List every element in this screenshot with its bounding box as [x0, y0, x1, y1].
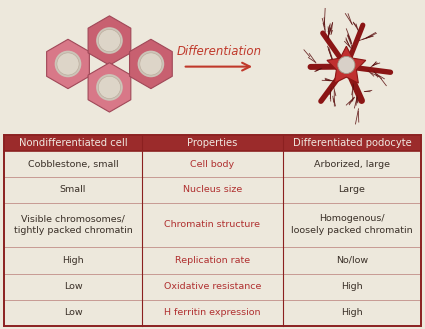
- Text: Cobblestone, small: Cobblestone, small: [28, 160, 118, 168]
- Ellipse shape: [96, 27, 123, 54]
- Ellipse shape: [140, 53, 162, 75]
- Polygon shape: [130, 39, 172, 89]
- Ellipse shape: [98, 29, 121, 52]
- Text: No/low: No/low: [336, 256, 368, 265]
- Text: Differentiated podocyte: Differentiated podocyte: [293, 138, 411, 148]
- Ellipse shape: [138, 51, 164, 77]
- Text: Large: Large: [339, 186, 366, 194]
- Ellipse shape: [57, 53, 79, 75]
- Text: Low: Low: [64, 308, 82, 317]
- Text: Replication rate: Replication rate: [175, 256, 250, 265]
- Bar: [4, 135, 421, 326]
- Ellipse shape: [98, 76, 121, 98]
- Text: Oxidative resistance: Oxidative resistance: [164, 282, 261, 291]
- Polygon shape: [47, 39, 89, 89]
- Polygon shape: [88, 63, 131, 112]
- Text: High: High: [341, 282, 363, 291]
- Text: Cell body: Cell body: [190, 160, 235, 168]
- Text: Differentiation: Differentiation: [176, 45, 261, 59]
- Ellipse shape: [55, 51, 81, 77]
- Text: Properties: Properties: [187, 138, 238, 148]
- Text: High: High: [62, 256, 84, 265]
- Polygon shape: [327, 46, 366, 83]
- Text: Chromatin structure: Chromatin structure: [164, 220, 261, 229]
- Polygon shape: [88, 16, 131, 65]
- Text: Small: Small: [60, 186, 86, 194]
- Text: High: High: [341, 308, 363, 317]
- Text: Nucleus size: Nucleus size: [183, 186, 242, 194]
- Text: Homogenous/
loosely packed chromatin: Homogenous/ loosely packed chromatin: [291, 215, 413, 235]
- Ellipse shape: [96, 74, 123, 101]
- Ellipse shape: [338, 57, 355, 74]
- Text: Arborized, large: Arborized, large: [314, 160, 390, 168]
- Text: H ferritin expression: H ferritin expression: [164, 308, 261, 317]
- Bar: [4, 135, 421, 151]
- Text: Nondifferentiated cell: Nondifferentiated cell: [19, 138, 127, 148]
- Text: Visible chromosomes/
tightly packed chromatin: Visible chromosomes/ tightly packed chro…: [14, 215, 132, 235]
- Text: Low: Low: [64, 282, 82, 291]
